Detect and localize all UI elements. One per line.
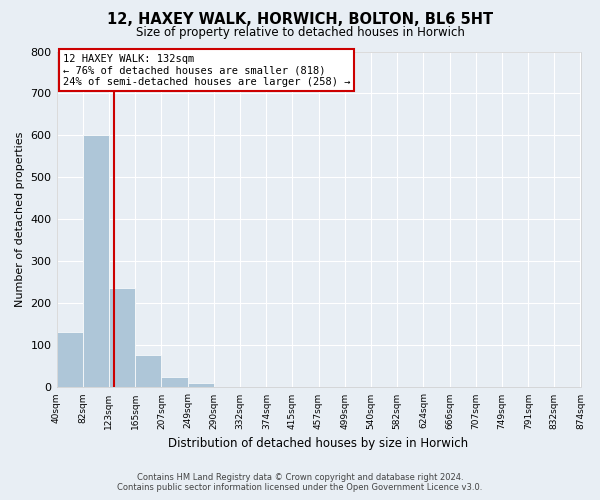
Text: Size of property relative to detached houses in Horwich: Size of property relative to detached ho… — [136, 26, 464, 39]
Text: 12, HAXEY WALK, HORWICH, BOLTON, BL6 5HT: 12, HAXEY WALK, HORWICH, BOLTON, BL6 5HT — [107, 12, 493, 28]
Bar — [188, 383, 214, 388]
Bar — [135, 354, 161, 388]
Text: Contains HM Land Registry data © Crown copyright and database right 2024.
Contai: Contains HM Land Registry data © Crown c… — [118, 473, 482, 492]
Bar — [56, 332, 83, 388]
Bar — [161, 378, 188, 388]
Text: 12 HAXEY WALK: 132sqm
← 76% of detached houses are smaller (818)
24% of semi-det: 12 HAXEY WALK: 132sqm ← 76% of detached … — [63, 54, 350, 87]
Y-axis label: Number of detached properties: Number of detached properties — [15, 132, 25, 307]
X-axis label: Distribution of detached houses by size in Horwich: Distribution of detached houses by size … — [169, 437, 469, 450]
Bar — [109, 288, 135, 388]
Bar — [83, 135, 109, 388]
